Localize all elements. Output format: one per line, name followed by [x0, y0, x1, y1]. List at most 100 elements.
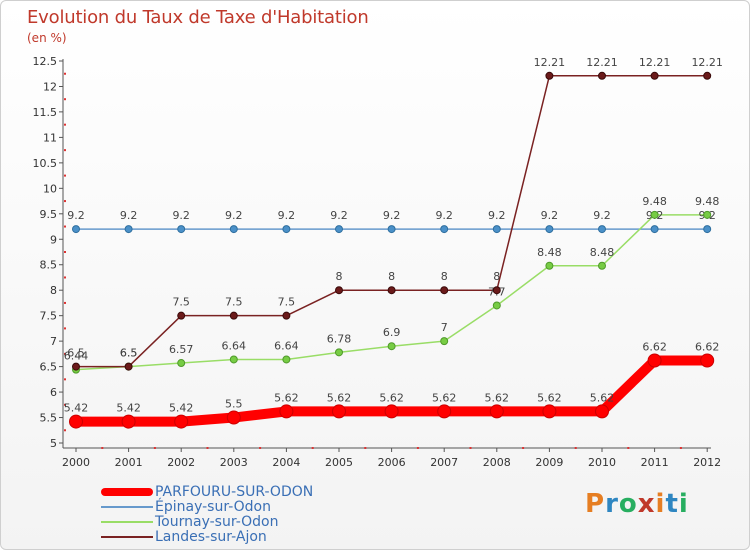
logo-letter: r: [605, 489, 619, 519]
data-label: 8: [441, 270, 448, 283]
data-label: 6.9: [383, 326, 401, 339]
y-tick-label: 11: [43, 131, 57, 144]
chart-title: Evolution du Taux de Taxe d'Habitation: [27, 7, 369, 28]
x-minor-tick: [627, 447, 630, 449]
data-label: 12.21: [691, 56, 723, 69]
data-point: [542, 404, 557, 419]
y-tick-label: 7.5: [40, 310, 58, 323]
data-label: 9.2: [330, 209, 348, 222]
data-point: [598, 71, 606, 80]
y-tick-label: 6.5: [40, 361, 58, 374]
data-label: 6.62: [695, 340, 720, 353]
x-minor-tick: [469, 447, 472, 449]
data-point: [492, 301, 501, 310]
data-label: 8: [388, 270, 395, 283]
data-label: 5.42: [64, 402, 89, 415]
data-label: 8: [493, 270, 500, 283]
data-label: 9.2: [67, 209, 85, 222]
y-minor-tick: [64, 72, 66, 75]
data-label: 9.2: [541, 209, 559, 222]
data-point: [335, 286, 343, 295]
data-point: [387, 286, 396, 295]
x-tick-label: 2006: [378, 456, 406, 469]
data-label: 9.48: [642, 195, 667, 208]
logo-letter: t: [665, 489, 679, 519]
y-minor-tick: [64, 378, 66, 381]
y-tick-label: 6: [50, 386, 57, 399]
data-point: [650, 210, 659, 219]
legend-swatch: [101, 488, 153, 496]
data-point: [598, 225, 606, 234]
x-minor-tick: [259, 447, 262, 449]
data-label: 5.42: [169, 402, 194, 415]
legend-swatch: [101, 536, 153, 538]
x-minor-tick: [416, 447, 419, 449]
data-point: [279, 404, 294, 419]
data-point: [492, 225, 501, 234]
y-minor-tick: [64, 251, 66, 253]
x-tick-label: 2002: [167, 456, 195, 469]
data-point: [647, 353, 662, 368]
y-minor-tick: [64, 327, 66, 330]
data-point: [174, 414, 189, 429]
data-label: 9.2: [593, 209, 611, 222]
data-label: 6.5: [120, 347, 138, 360]
data-point: [650, 71, 659, 80]
data-label: 9.2: [120, 209, 138, 222]
y-minor-tick: [64, 98, 66, 101]
data-label: 6.64: [222, 339, 247, 352]
data-point: [229, 355, 238, 364]
data-point: [226, 410, 241, 425]
data-label: 7: [441, 321, 448, 334]
y-tick-label: 12.5: [33, 55, 58, 68]
legend-label: Tournay-sur-Odon: [155, 514, 279, 530]
data-point: [384, 404, 399, 419]
data-label: 5.62: [274, 391, 299, 404]
data-point: [177, 311, 186, 320]
data-point: [124, 362, 133, 371]
data-point: [229, 225, 238, 234]
data-point: [440, 286, 449, 295]
legend-label: Landes-sur-Ajon: [155, 529, 267, 545]
y-tick-label: 10.5: [33, 157, 58, 170]
data-label: 8.48: [590, 246, 615, 259]
data-point: [387, 342, 396, 351]
unit-label: (en %): [27, 31, 67, 45]
data-point: [229, 311, 238, 320]
y-tick-label: 11.5: [33, 106, 58, 119]
logo-letter: i: [678, 489, 689, 519]
data-point: [69, 414, 83, 429]
data-label: 6.5: [120, 347, 138, 360]
y-minor-tick: [64, 429, 66, 432]
data-point: [703, 210, 712, 219]
data-label: 9.2: [172, 209, 190, 222]
data-label: 5.5: [225, 398, 243, 411]
data-label: 9.2: [278, 209, 296, 222]
data-point: [545, 225, 554, 234]
data-point: [121, 414, 136, 429]
data-label: 6.5: [67, 347, 85, 360]
data-label: 9.2: [383, 209, 401, 222]
data-point: [650, 225, 659, 234]
y-minor-tick: [64, 352, 66, 355]
data-point: [332, 404, 346, 419]
data-point: [72, 225, 80, 234]
data-point: [335, 225, 343, 234]
y-minor-tick: [64, 174, 66, 177]
data-label: 9.2: [435, 209, 453, 222]
x-tick-label: 2003: [220, 456, 248, 469]
data-point: [440, 225, 449, 234]
y-tick-label: 9: [50, 233, 57, 246]
y-tick-label: 5.5: [40, 412, 58, 425]
data-point: [177, 359, 186, 368]
data-point: [545, 261, 554, 270]
y-tick-label: 8: [50, 284, 57, 297]
y-minor-tick: [64, 149, 66, 152]
data-label: 12.21: [639, 56, 671, 69]
x-minor-tick: [574, 447, 577, 449]
x-minor-tick: [679, 447, 682, 449]
data-point: [124, 225, 133, 234]
data-label: 5.62: [590, 391, 615, 404]
x-tick-label: 2008: [483, 456, 511, 469]
data-point: [545, 71, 554, 80]
